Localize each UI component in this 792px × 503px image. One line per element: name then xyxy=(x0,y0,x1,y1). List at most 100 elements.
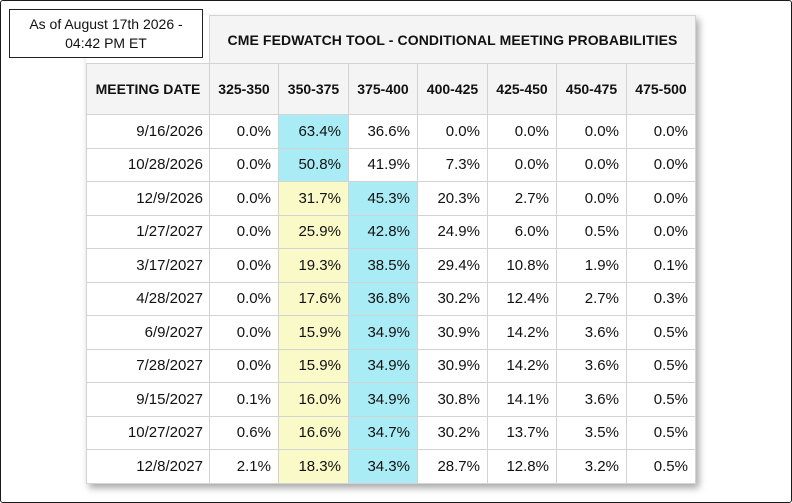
probability-cell: 0.1% xyxy=(209,382,279,417)
probability-cell: 15.9% xyxy=(278,348,349,383)
probability-cell: 14.1% xyxy=(487,382,557,417)
probability-cell: 1.9% xyxy=(556,248,627,283)
probability-cell: 14.2% xyxy=(487,315,557,350)
meeting-date-cell: 12/9/2026 xyxy=(86,181,210,216)
probability-cell: 42.8% xyxy=(348,214,418,249)
probability-cell: 0.0% xyxy=(209,315,279,350)
probability-cell: 45.3% xyxy=(348,181,418,216)
probability-cell: 19.3% xyxy=(278,248,349,283)
table-row: 10/27/2027 0.6% 16.6% 34.7% 30.2% 13.7% 3.5% 0.… xyxy=(86,415,696,450)
table-body: 9/16/2026 0.0% 63.4% 36.6% 0.0% 0.0% 0.0% 0.0% 1… xyxy=(86,114,696,484)
probability-cell: 50.8% xyxy=(278,147,349,182)
column-header-range: 425-450 xyxy=(487,63,557,115)
table-row: 12/8/2027 2.1% 18.3% 34.3% 28.7% 12.8% 3.2% 0.5… xyxy=(86,449,696,484)
probability-cell: 0.0% xyxy=(626,181,696,216)
meeting-date-cell: 4/28/2027 xyxy=(86,281,210,316)
probability-cell: 30.9% xyxy=(417,315,488,350)
probability-cell: 31.7% xyxy=(278,181,349,216)
column-header-range: 325-350 xyxy=(209,63,279,115)
probability-cell: 0.0% xyxy=(626,214,696,249)
probability-cell: 0.0% xyxy=(556,114,627,149)
meeting-date-cell: 9/16/2026 xyxy=(86,114,210,149)
probability-cell: 16.6% xyxy=(278,415,349,450)
probability-cell: 14.2% xyxy=(487,348,557,383)
probability-cell: 2.7% xyxy=(487,181,557,216)
probability-cell: 30.8% xyxy=(417,382,488,417)
probability-cell: 10.8% xyxy=(487,248,557,283)
meeting-date-cell: 7/28/2027 xyxy=(86,348,210,383)
meeting-date-cell: 10/27/2027 xyxy=(86,415,210,450)
probability-cell: 0.5% xyxy=(626,449,696,484)
probability-cell: 0.0% xyxy=(209,114,279,149)
probability-cell: 30.2% xyxy=(417,415,488,450)
table-row: 12/9/2026 0.0% 31.7% 45.3% 20.3% 2.7% 0.0% 0.0% xyxy=(86,181,696,216)
probability-cell: 34.7% xyxy=(348,415,418,450)
probability-cell: 34.9% xyxy=(348,348,418,383)
probability-cell: 0.5% xyxy=(626,348,696,383)
as-of-line-1: As of August 17th 2026 - xyxy=(29,16,183,32)
meeting-date-cell: 10/28/2026 xyxy=(86,147,210,182)
meeting-date-cell: 12/8/2027 xyxy=(86,449,210,484)
probability-cell: 38.5% xyxy=(348,248,418,283)
column-header-range: 475-500 xyxy=(626,63,696,115)
probability-cell: 24.9% xyxy=(417,214,488,249)
column-header-row: MEETING DATE 325-350 350-375 375-400 400-425… xyxy=(86,63,696,115)
probability-cell: 0.0% xyxy=(626,114,696,149)
table-row: 9/16/2026 0.0% 63.4% 36.6% 0.0% 0.0% 0.0% 0.0% xyxy=(86,114,696,149)
probability-cell: 34.3% xyxy=(348,449,418,484)
probability-cell: 20.3% xyxy=(417,181,488,216)
as-of-line-2: 04:42 PM ET xyxy=(65,35,147,51)
column-header-range: 375-400 xyxy=(348,63,418,115)
probability-cell: 0.0% xyxy=(209,281,279,316)
probability-cell: 29.4% xyxy=(417,248,488,283)
probability-cell: 0.0% xyxy=(556,147,627,182)
probability-cell: 3.6% xyxy=(556,348,627,383)
table-row: 1/27/2027 0.0% 25.9% 42.8% 24.9% 6.0% 0.5% 0.0% xyxy=(86,214,696,249)
probability-cell: 15.9% xyxy=(278,315,349,350)
meeting-date-cell: 9/15/2027 xyxy=(86,382,210,417)
probability-cell: 0.0% xyxy=(209,248,279,283)
probability-cell: 12.4% xyxy=(487,281,557,316)
probability-cell: 41.9% xyxy=(348,147,418,182)
column-header-range: 350-375 xyxy=(278,63,349,115)
probability-cell: 36.8% xyxy=(348,281,418,316)
probability-cell: 3.5% xyxy=(556,415,627,450)
probability-cell: 63.4% xyxy=(278,114,349,149)
probability-cell: 30.9% xyxy=(417,348,488,383)
probability-cell: 3.6% xyxy=(556,382,627,417)
probability-cell: 0.0% xyxy=(556,181,627,216)
meeting-date-cell: 1/27/2027 xyxy=(86,214,210,249)
probability-cell: 13.7% xyxy=(487,415,557,450)
probability-cell: 0.0% xyxy=(209,348,279,383)
probability-cell: 0.0% xyxy=(209,181,279,216)
probability-cell: 28.7% xyxy=(417,449,488,484)
fedwatch-probability-table: CME FEDWATCH TOOL - CONDITIONAL MEETING … xyxy=(86,15,696,484)
probability-cell: 7.3% xyxy=(417,147,488,182)
probability-cell: 3.2% xyxy=(556,449,627,484)
column-header-meeting-date: MEETING DATE xyxy=(86,63,210,115)
as-of-timestamp: As of August 17th 2026 - 04:42 PM ET xyxy=(9,9,203,58)
meeting-date-cell: 3/17/2027 xyxy=(86,248,210,283)
probability-cell: 30.2% xyxy=(417,281,488,316)
probability-cell: 0.6% xyxy=(209,415,279,450)
probability-cell: 34.9% xyxy=(348,382,418,417)
probability-cell: 0.5% xyxy=(556,214,627,249)
probability-cell: 0.0% xyxy=(626,147,696,182)
probability-cell: 0.1% xyxy=(626,248,696,283)
probability-cell: 0.0% xyxy=(209,214,279,249)
probability-cell: 0.0% xyxy=(209,147,279,182)
probability-cell: 34.9% xyxy=(348,315,418,350)
probability-cell: 17.6% xyxy=(278,281,349,316)
probability-cell: 0.0% xyxy=(417,114,488,149)
probability-cell: 0.5% xyxy=(626,415,696,450)
probability-cell: 16.0% xyxy=(278,382,349,417)
probability-cell: 0.5% xyxy=(626,315,696,350)
probability-cell: 25.9% xyxy=(278,214,349,249)
probability-cell: 2.7% xyxy=(556,281,627,316)
table-title: CME FEDWATCH TOOL - CONDITIONAL MEETING … xyxy=(209,15,696,64)
table-row: 10/28/2026 0.0% 50.8% 41.9% 7.3% 0.0% 0.0% 0.0% xyxy=(86,147,696,182)
probability-cell: 18.3% xyxy=(278,449,349,484)
probability-cell: 0.3% xyxy=(626,281,696,316)
meeting-date-cell: 6/9/2027 xyxy=(86,315,210,350)
probability-cell: 0.5% xyxy=(626,382,696,417)
